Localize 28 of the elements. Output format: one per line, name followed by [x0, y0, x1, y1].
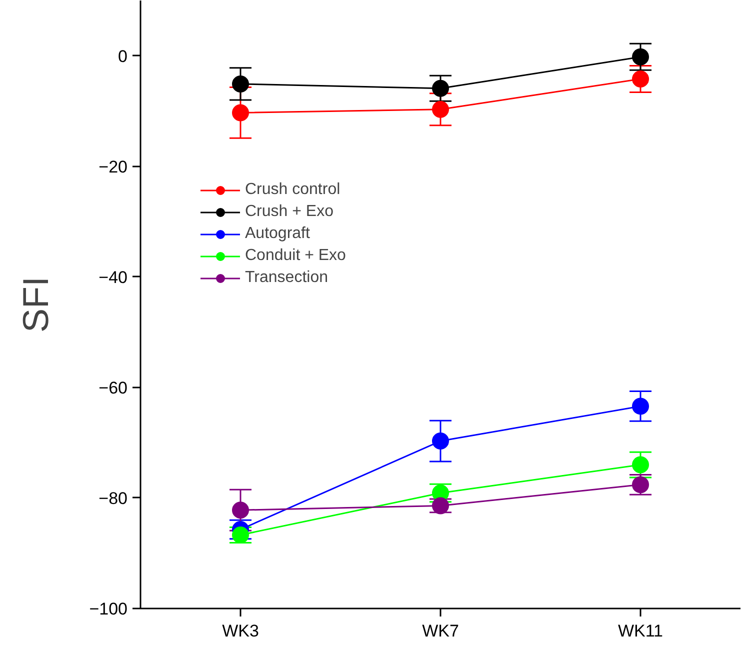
point [232, 75, 249, 92]
x-tick-label: WK7 [422, 622, 459, 640]
point [632, 476, 649, 494]
legend-label: Transection [245, 269, 328, 287]
legend-label: Crush control [245, 181, 340, 199]
legend-label: Autograft [245, 225, 310, 243]
point [232, 104, 249, 122]
point [232, 502, 249, 519]
y-axis-title: SFI [15, 276, 56, 332]
point [632, 70, 649, 88]
point [632, 48, 649, 66]
legend-label: Crush + Exo [245, 203, 334, 221]
point [432, 100, 449, 118]
x-tick-label: WK11 [618, 622, 664, 640]
y-tick-label: −60 [98, 378, 128, 398]
y-tick-label: −20 [98, 157, 128, 176]
y-tick-label: −100 [89, 600, 128, 618]
point [432, 432, 449, 450]
point [432, 497, 449, 514]
y-tick-label: 0 [118, 46, 128, 66]
point [232, 526, 249, 544]
point [432, 80, 449, 97]
y-tick-label: −40 [98, 268, 128, 287]
point [632, 456, 649, 474]
x-tick-label: WK3 [222, 622, 259, 640]
legend-label: Conduit + Exo [245, 247, 346, 265]
point [632, 398, 649, 415]
y-tick-label: −80 [98, 488, 128, 508]
